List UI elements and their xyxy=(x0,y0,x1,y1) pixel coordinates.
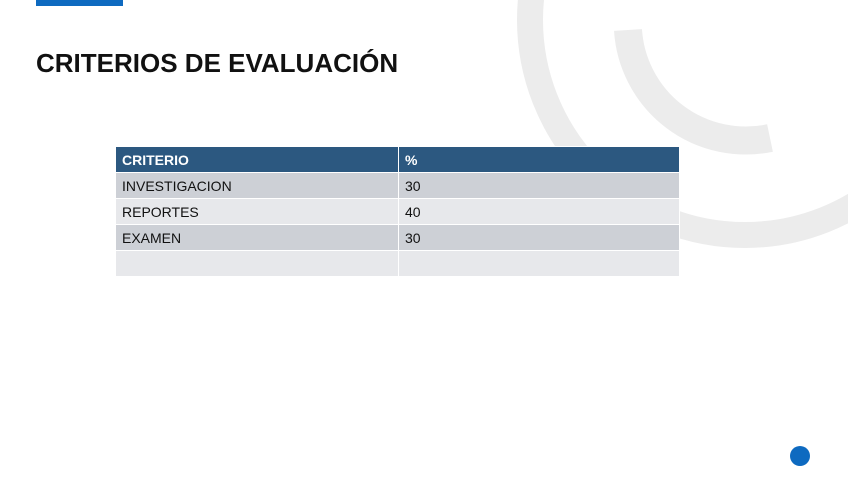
arc-inner xyxy=(614,28,773,155)
top-bar xyxy=(36,0,123,6)
cell: REPORTES xyxy=(115,198,399,225)
cell: 30 xyxy=(398,224,680,251)
cell xyxy=(115,250,399,277)
criteria-table: CRITERIO % INVESTIGACION 30 REPORTES 40 … xyxy=(115,146,680,277)
row: REPORTES 40 xyxy=(115,198,680,225)
slide-title: CRITERIOS DE EVALUACIÓN xyxy=(36,48,399,78)
cell: EXAMEN xyxy=(115,224,399,251)
slide-dot xyxy=(790,446,810,466)
header-row: CRITERIO % xyxy=(115,146,680,173)
cell: 30 xyxy=(398,172,680,199)
cell xyxy=(398,250,680,277)
cell: INVESTIGACION xyxy=(115,172,399,199)
empty-row xyxy=(115,250,680,277)
header-cell: % xyxy=(398,146,680,173)
row: INVESTIGACION 30 xyxy=(115,172,680,199)
cell: 40 xyxy=(398,198,680,225)
arc-outer xyxy=(517,0,848,248)
row: EXAMEN 30 xyxy=(115,224,680,251)
header-cell: CRITERIO xyxy=(115,146,399,173)
